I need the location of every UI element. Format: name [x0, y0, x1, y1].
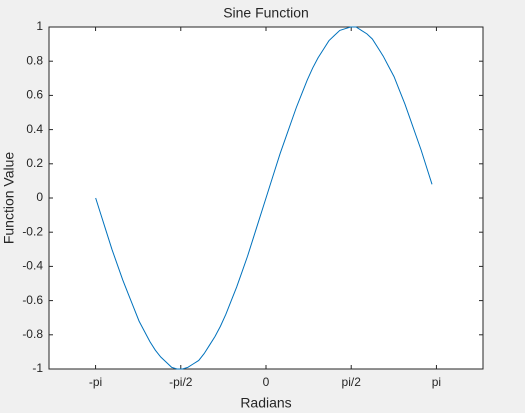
- y-tick-label: 0.8: [26, 53, 43, 67]
- chart-title: Sine Function: [223, 5, 309, 21]
- y-axis-label: Function Value: [1, 152, 17, 245]
- y-tick-label: -0.6: [22, 293, 43, 307]
- y-tick-label: -1: [32, 361, 43, 375]
- x-tick-label: pi: [432, 375, 441, 389]
- y-tick-label: 0.6: [26, 88, 43, 102]
- line: [95, 26, 433, 370]
- y-tick-label: -0.8: [22, 327, 43, 341]
- x-tick-label: -pi: [89, 375, 102, 389]
- y-tick-label: -0.4: [22, 259, 43, 273]
- x-tick-label: 0: [263, 375, 270, 389]
- x-tick-label: -pi/2: [169, 375, 193, 389]
- y-tick-label: 0.2: [26, 156, 43, 170]
- x-axis-label: Radians: [240, 395, 291, 411]
- y-tick-label: 0.4: [26, 122, 43, 136]
- x-tick-label: pi/2: [342, 375, 362, 389]
- y-tick-label: 0: [36, 190, 43, 204]
- y-tick-label: -0.2: [22, 224, 43, 238]
- y-tick-label: 1: [36, 19, 43, 33]
